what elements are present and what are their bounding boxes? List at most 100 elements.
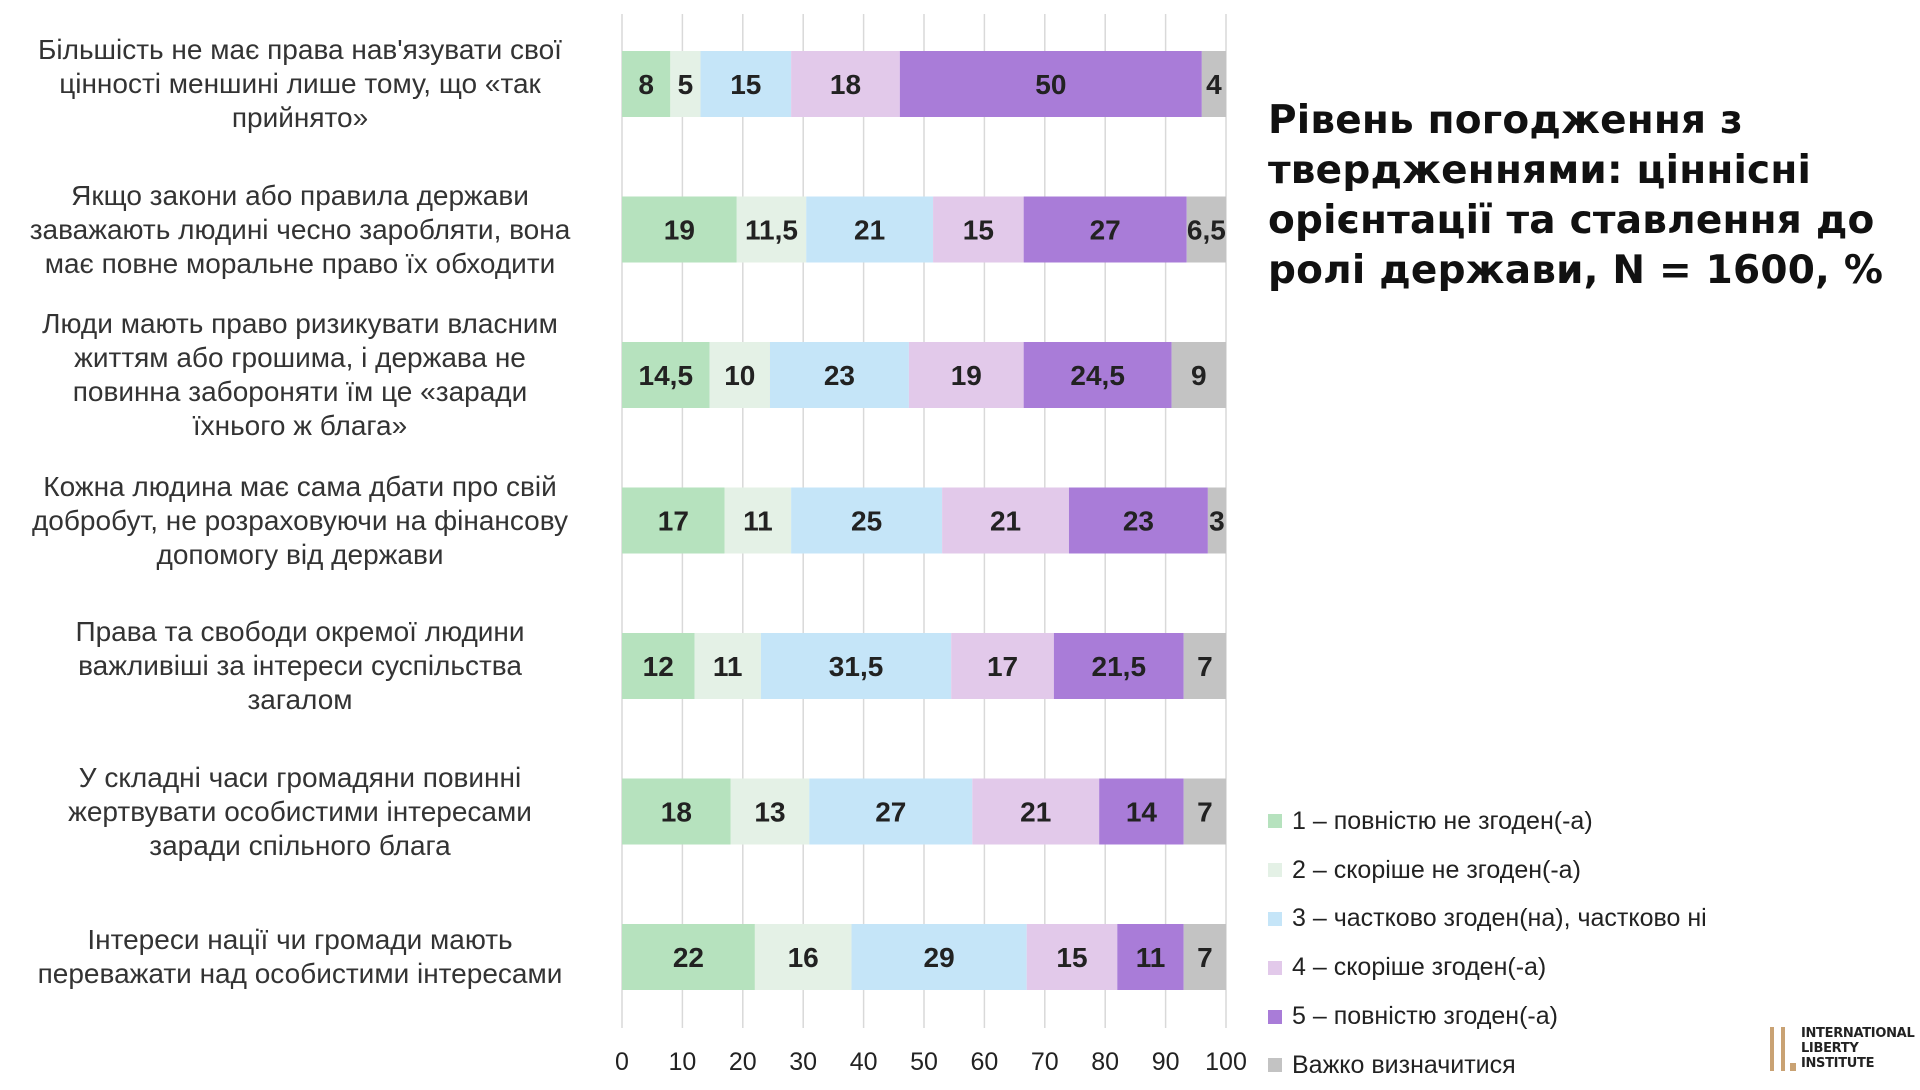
legend-label: 5 – повністю згоден(-а) xyxy=(1292,1002,1558,1031)
bar-segment xyxy=(791,51,900,117)
category-label-line: заважають людині чесно заробляти, вона xyxy=(29,213,571,245)
bar-segment xyxy=(1117,924,1184,990)
category-label-line: Більшість не має права нав'язувати свої xyxy=(38,34,562,65)
bar-segment xyxy=(1201,51,1226,117)
legend-label: 4 – скоріше згоден(-а) xyxy=(1292,953,1547,982)
category-label-line: У складні часи громадяни повинні xyxy=(78,761,522,793)
category-label: Права та свободи окремої людини важливіші… xyxy=(0,615,600,717)
legend-swatch xyxy=(1268,1058,1282,1073)
bar-segment xyxy=(724,487,792,554)
category-label-line: заради спільного блага xyxy=(149,829,451,861)
data-label: 7 xyxy=(1197,942,1213,973)
bar-segment xyxy=(1099,778,1184,845)
data-label: 12 xyxy=(643,651,674,682)
bar-segment xyxy=(972,778,1100,845)
bar-segment xyxy=(1207,487,1226,554)
bar-segment xyxy=(622,778,731,845)
bar-segment xyxy=(1068,487,1208,554)
bar-segment xyxy=(1023,342,1172,408)
bar-segment xyxy=(769,342,909,408)
x-tick-label: 40 xyxy=(850,1048,878,1076)
data-label: 27 xyxy=(875,797,906,828)
bar-segment xyxy=(942,487,1069,554)
data-label: 15 xyxy=(730,69,761,100)
data-label: 17 xyxy=(987,651,1018,682)
bar-segment xyxy=(851,924,1027,990)
x-tick-label: 90 xyxy=(1152,1048,1180,1076)
bar-segment xyxy=(622,51,671,117)
category-label-line: їхнього ж блага» xyxy=(192,410,408,441)
x-tick-label: 30 xyxy=(789,1048,817,1076)
data-label: 7 xyxy=(1197,651,1213,682)
data-label: 21 xyxy=(854,215,885,246)
bar-segment xyxy=(760,633,952,699)
category-label-line: цінності меншині лише тому, що «так xyxy=(59,68,541,99)
data-label: 23 xyxy=(824,360,855,391)
bar-segment xyxy=(754,924,852,990)
data-label: 13 xyxy=(754,797,785,828)
bar-segment xyxy=(700,51,792,117)
x-tick-label: 0 xyxy=(615,1048,629,1076)
data-label: 16 xyxy=(788,942,819,973)
legend-item: Важко визначитися xyxy=(1268,1041,1707,1090)
data-label: 11,5 xyxy=(745,215,798,246)
data-label: 29 xyxy=(924,942,955,973)
legend-item: 4 – скоріше згоден(-а) xyxy=(1268,943,1707,992)
legend-label: 2 – скоріше не згоден(-а) xyxy=(1292,855,1581,884)
category-label-line: має повне моральне право їх обходити xyxy=(44,247,556,279)
category-label-line: Інтереси нації чи громади мають xyxy=(87,924,513,955)
bar-segment xyxy=(622,196,737,263)
legend: 1 – повністю не згоден(-а) 2 – скоріше не… xyxy=(1268,797,1707,1090)
bar-segment xyxy=(694,633,761,699)
category-label-line: прийнято» xyxy=(231,102,369,133)
data-label: 8 xyxy=(638,69,654,100)
data-label: 18 xyxy=(830,69,861,100)
category-label: У складні часи громадяни повинні жертвува… xyxy=(0,761,600,863)
bar-segment xyxy=(622,342,710,408)
category-label-line: Кожна людина має сама дбати про свій xyxy=(43,470,557,502)
logo-line-1: INTERNATIONAL xyxy=(1800,1026,1915,1041)
data-label: 15 xyxy=(963,215,994,246)
category-label-line: жертвувати особистими інтересами xyxy=(68,795,532,827)
x-tick-label: 50 xyxy=(910,1048,938,1076)
data-label: 11 xyxy=(1136,942,1166,973)
logo-line-2: LIBERTY INSTITUTE xyxy=(1800,1041,1875,1071)
legend-swatch xyxy=(1268,863,1282,878)
category-label-line: загалом xyxy=(247,684,353,715)
category-label-line: добробут, не розраховуючи на фінансову xyxy=(31,504,569,536)
category-label-line: повинна забороняти їм це «заради xyxy=(72,376,528,407)
data-label: 19 xyxy=(951,360,982,391)
legend-swatch xyxy=(1268,814,1282,829)
category-label-line: життям або грошима, і держава не xyxy=(74,342,526,373)
data-label: 18 xyxy=(661,797,692,828)
data-label: 21 xyxy=(1020,797,1051,828)
data-label: 31,5 xyxy=(829,651,884,682)
legend-label: 3 – частково згоден(на), частково ні xyxy=(1292,904,1707,933)
x-tick-label: 10 xyxy=(668,1048,696,1076)
bar-segment xyxy=(1026,924,1118,990)
bar-segment xyxy=(1183,924,1226,990)
x-tick-label: 100 xyxy=(1205,1048,1247,1076)
data-label: 3 xyxy=(1209,506,1225,537)
legend-item: 5 – повністю згоден(-а) xyxy=(1268,992,1707,1041)
data-label: 19 xyxy=(664,215,695,246)
category-label: Інтереси нації чи громади мають переважат… xyxy=(0,923,600,991)
data-label: 21 xyxy=(990,506,1021,537)
legend-label: Важко визначитися xyxy=(1292,1050,1516,1079)
logo-text: INTERNATIONAL LIBERTY INSTITUTE xyxy=(1801,1026,1920,1071)
data-label: 11 xyxy=(743,506,773,537)
data-label: 10 xyxy=(724,360,755,391)
legend-swatch xyxy=(1268,1009,1282,1024)
bar-segment xyxy=(1053,633,1184,699)
category-label: Якщо закони або правила держави заважають… xyxy=(0,179,600,281)
bar-segment xyxy=(730,778,810,845)
bar-segment xyxy=(736,196,807,263)
bar-segment xyxy=(709,342,770,408)
data-label: 4 xyxy=(1206,69,1222,100)
bar-segment xyxy=(933,196,1024,263)
chart-title: Рівень погодження з твердженнями: цінніс… xyxy=(1268,98,1884,293)
data-label: 14,5 xyxy=(639,360,694,391)
bar-segment xyxy=(791,487,943,554)
category-label-line: Права та свободи окремої людини xyxy=(75,616,525,647)
